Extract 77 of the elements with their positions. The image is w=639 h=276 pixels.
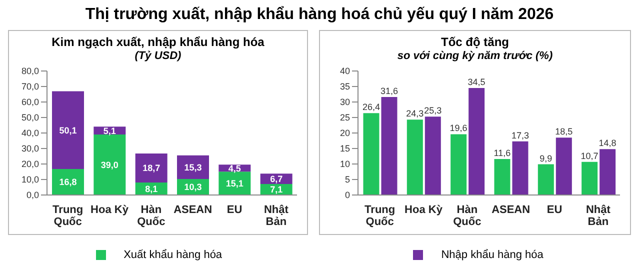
- x-tick-label: Hoa Kỳ: [404, 204, 444, 216]
- data-label: 18,7: [142, 163, 160, 174]
- bar: [450, 134, 467, 195]
- data-label: 31,6: [380, 86, 398, 96]
- data-label: 18,5: [555, 126, 573, 137]
- data-label: 14,8: [598, 138, 616, 148]
- y-tick-label: 10: [340, 159, 350, 170]
- data-label: 34,5: [468, 77, 486, 88]
- chart-subtitle: (Tỷ USD): [134, 49, 182, 63]
- data-label: 39,0: [100, 160, 118, 170]
- data-label: 50,1: [59, 125, 77, 136]
- y-tick-label: 50,0: [21, 112, 39, 123]
- chart-subtitle: so với cùng kỳ năm trước (%): [396, 49, 554, 63]
- y-tick-label: 20,0: [21, 159, 39, 170]
- bar: [52, 91, 84, 169]
- data-label: 7,1: [270, 184, 283, 195]
- bar: [556, 138, 572, 195]
- data-label: 5,1: [103, 126, 116, 136]
- bar: [135, 153, 168, 182]
- data-label: 10,7: [580, 150, 598, 161]
- data-label: 15,1: [226, 178, 244, 188]
- bar: [582, 162, 598, 195]
- bar: [381, 97, 398, 195]
- bar: [512, 141, 528, 195]
- chart-title: Kim ngạch xuất, nhập khẩu hàng hóa: [50, 35, 266, 49]
- legend-label: Xuất khẩu hàng hóa: [124, 249, 222, 261]
- y-tick-label: 80,0: [21, 66, 39, 76]
- bar: [94, 134, 126, 195]
- bar: [494, 159, 510, 195]
- bar: [538, 164, 554, 195]
- data-label: 9,9: [540, 153, 552, 164]
- y-tick-label: 40: [340, 66, 350, 76]
- x-tick-label: Trung Quốc: [52, 204, 84, 228]
- bar: [600, 149, 616, 195]
- data-label: 8,1: [145, 184, 158, 194]
- y-tick-label: 30: [340, 97, 350, 108]
- legend-label: Nhập khẩu hàng hóa: [441, 249, 544, 261]
- bar: [468, 88, 485, 195]
- bar: [406, 120, 423, 195]
- y-tick-label: 5: [344, 174, 350, 185]
- y-tick-label: 15: [340, 144, 350, 154]
- x-tick-label: Nhật Bản: [586, 204, 611, 228]
- x-tick-label: Trung Quốc: [364, 204, 396, 228]
- chart-title: Tốc độ tăng: [440, 35, 510, 49]
- y-tick-label: 60,0: [21, 97, 39, 108]
- y-tick-label: 35: [340, 82, 350, 92]
- data-label: 25,3: [424, 106, 442, 116]
- data-label: 24,3: [406, 108, 424, 119]
- x-tick-label: EU: [546, 204, 562, 216]
- x-tick-label: ASEAN: [174, 204, 212, 216]
- x-tick-label: ASEAN: [492, 204, 530, 216]
- data-label: 26,4: [362, 102, 380, 112]
- y-tick-label: 20: [340, 128, 350, 138]
- data-label: 11,6: [494, 148, 511, 158]
- y-tick-label: 40,0: [21, 128, 39, 138]
- bar: [424, 116, 441, 195]
- data-label: 4,5: [228, 163, 241, 174]
- x-tick-label: Nhật Bản: [264, 204, 289, 228]
- x-tick-label: EU: [226, 204, 242, 216]
- x-tick-label: Hàn Quốc: [137, 204, 166, 228]
- y-tick-label: 30,0: [21, 144, 39, 154]
- y-tick-label: 0: [344, 190, 350, 200]
- data-label: 16,8: [59, 177, 77, 188]
- y-tick-label: 25: [340, 112, 350, 123]
- bar: [177, 155, 209, 180]
- data-label: 17,3: [511, 130, 530, 140]
- y-tick-label: 70,0: [21, 82, 39, 92]
- bar: [363, 113, 380, 195]
- x-tick-label: Hàn Quốc: [453, 204, 482, 228]
- x-tick-label: Hoa Kỳ: [90, 204, 130, 216]
- data-label: 6,7: [270, 174, 283, 184]
- y-tick-label: 10,0: [21, 174, 39, 185]
- data-label: 19,6: [450, 123, 468, 134]
- data-label: 10,3: [184, 182, 202, 192]
- data-label: 15,3: [184, 162, 202, 172]
- text: Thị trường xuất, nhập khẩu hàng hoá chủ yếu quý I năm 2026: [85, 6, 554, 23]
- y-tick-label: 0,0: [26, 190, 39, 200]
